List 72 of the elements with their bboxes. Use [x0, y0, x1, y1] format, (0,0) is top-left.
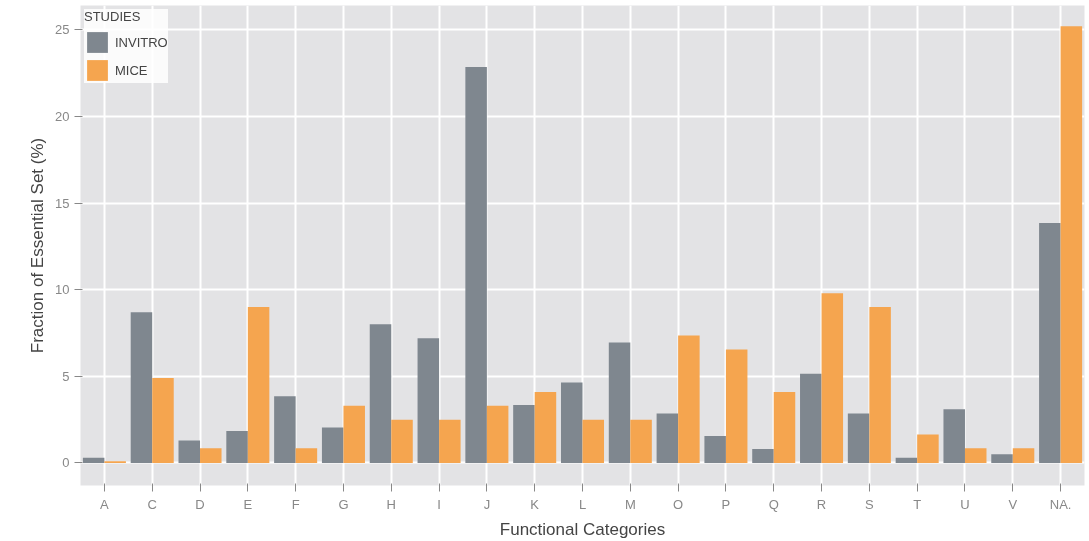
bar	[130, 312, 153, 463]
x-tick-label: T	[913, 496, 922, 512]
x-tick-label: F	[291, 496, 300, 512]
bar	[656, 413, 679, 463]
bar	[295, 448, 318, 463]
bar	[964, 448, 987, 463]
bar	[869, 307, 891, 463]
x-tick-label: K	[530, 496, 540, 512]
bar	[226, 430, 248, 463]
x-tick-label: G	[338, 496, 349, 512]
bar	[152, 378, 174, 463]
x-tick-label: NA.	[1049, 496, 1072, 512]
bar	[178, 440, 201, 463]
bar	[465, 67, 487, 463]
bar	[369, 324, 392, 463]
legend-title: STUDIES	[84, 9, 142, 24]
x-tick-label: M	[624, 496, 636, 512]
bar	[773, 391, 796, 463]
bar	[534, 391, 557, 463]
bar	[321, 427, 344, 463]
x-tick-label: I	[437, 496, 441, 512]
bar	[560, 382, 583, 463]
bar	[704, 436, 726, 463]
bar	[439, 419, 461, 463]
x-tick-label: D	[195, 496, 205, 512]
legend-label: INVITRO	[115, 34, 168, 50]
bar	[200, 448, 222, 463]
x-axis-title: Functional Categories	[499, 519, 666, 539]
bar	[725, 349, 748, 463]
x-tick-label: L	[578, 496, 587, 512]
x-tick-label: A	[100, 496, 110, 512]
y-axis-title: Fraction of Essential Set (%)	[28, 137, 48, 354]
bar	[486, 405, 509, 463]
bar	[752, 449, 774, 463]
bar	[917, 434, 939, 463]
x-tick-label: Q	[768, 496, 779, 512]
bar	[895, 457, 918, 463]
bar	[247, 307, 270, 463]
bar	[1012, 448, 1035, 463]
bar	[800, 373, 822, 463]
bar	[1039, 222, 1061, 463]
y-tick-label: 15	[55, 195, 70, 211]
x-tick-label: S	[865, 496, 875, 512]
y-tick-label: 0	[62, 455, 70, 471]
bar	[391, 419, 413, 463]
y-tick-label: 10	[55, 282, 70, 298]
x-tick-label: H	[386, 496, 396, 512]
bar	[417, 338, 440, 463]
x-tick-label: R	[816, 496, 827, 512]
x-tick-label: C	[147, 496, 157, 512]
bar	[1060, 26, 1083, 463]
bar	[582, 419, 605, 463]
y-tick-label: 20	[55, 108, 70, 124]
bar	[821, 293, 844, 463]
x-tick-label: O	[673, 496, 684, 512]
bar	[513, 404, 535, 463]
x-tick-label: U	[960, 496, 970, 512]
bar	[943, 409, 965, 463]
legend-label: MICE	[115, 62, 148, 78]
y-tick-label: 25	[55, 22, 70, 38]
x-tick-label: V	[1008, 496, 1018, 512]
bar	[608, 342, 631, 463]
x-tick-label: J	[483, 496, 491, 512]
bar	[274, 396, 296, 463]
bar	[847, 413, 870, 463]
bar	[991, 454, 1013, 463]
x-tick-label: P	[721, 496, 731, 512]
bar	[678, 335, 700, 463]
x-tick-label: E	[243, 496, 253, 512]
bar	[630, 419, 652, 463]
y-tick-label: 5	[62, 368, 70, 384]
bar	[343, 405, 365, 463]
